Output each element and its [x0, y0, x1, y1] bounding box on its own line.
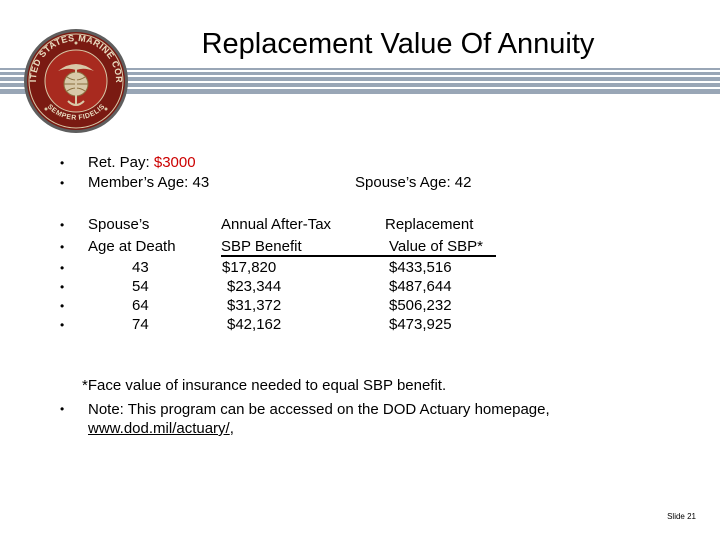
ret-pay-value: $3000: [153, 154, 196, 171]
col1-header-line1: Spouse’s: [88, 216, 150, 233]
spouse-age: Spouse’s Age: 42: [355, 174, 472, 191]
note-line1: Note: This program can be accessed on th…: [88, 401, 550, 418]
row-1-value: $433,516: [389, 259, 452, 276]
bullet: •: [60, 176, 65, 190]
row-4-benefit: $42,162: [227, 316, 282, 333]
row-2-age: 54: [132, 278, 149, 295]
bullet: •: [60, 402, 65, 416]
row-4-value: $473,925: [389, 316, 452, 333]
bullet: •: [60, 261, 65, 275]
slide-title: Replacement Value Of Annuity: [201, 28, 595, 60]
dod-actuary-link[interactable]: www.dod.mil/actuary/: [88, 420, 230, 437]
bullet: •: [60, 299, 65, 313]
usmc-seal-logo: UNITED STATES MARINE CORPS SEMPER FIDELI…: [20, 27, 128, 133]
row-1-age: 43: [132, 259, 149, 276]
row-4-age: 74: [132, 316, 149, 333]
bullet: •: [60, 318, 65, 332]
bullet: •: [60, 240, 65, 254]
col3-header-line2: Value of SBP*: [389, 238, 483, 255]
note-link-suffix: ,: [229, 420, 234, 437]
bullet: •: [60, 156, 65, 170]
slide-number: Slide 21: [667, 512, 696, 521]
row-3-benefit: $31,372: [227, 297, 282, 314]
row-3-value: $506,232: [389, 297, 452, 314]
header-underline: [221, 255, 496, 257]
note-line2: www.dod.mil/actuary/,: [88, 419, 234, 438]
row-1-benefit: $17,820: [222, 259, 277, 276]
footnote: *Face value of insurance needed to equal…: [82, 377, 447, 394]
header-stripes: [0, 68, 720, 94]
ret-pay-line: Ret. Pay: $3000: [88, 154, 196, 172]
bullet: •: [60, 280, 65, 294]
col2-header-line2: SBP Benefit: [221, 238, 302, 255]
row-3-age: 64: [132, 297, 149, 314]
member-age: Member’s Age: 43: [88, 174, 210, 191]
col3-header-line1: Replacement: [385, 216, 474, 233]
ret-pay-label: Ret. Pay:: [88, 154, 154, 171]
row-2-value: $487,644: [389, 278, 452, 295]
row-2-benefit: $23,344: [227, 278, 282, 295]
col2-header-line1: Annual After-Tax: [221, 216, 332, 233]
bullet: •: [60, 218, 65, 232]
col1-header-line2: Age at Death: [88, 238, 176, 255]
